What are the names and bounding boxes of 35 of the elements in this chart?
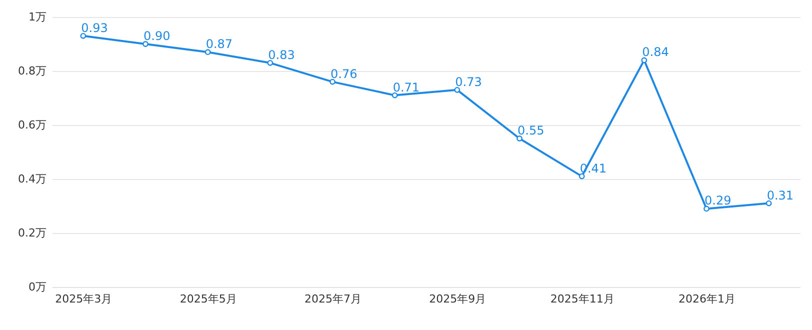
- y-tick-label: 0.8万: [18, 64, 46, 78]
- data-label: 0.31: [766, 188, 794, 202]
- y-tick-label: 0.2万: [18, 226, 46, 240]
- point: [267, 60, 274, 66]
- y-tick-label: 0万: [28, 280, 46, 294]
- x-tick-label: 2026年1月: [678, 292, 736, 306]
- data-label: 0.73: [455, 74, 482, 89]
- point: [330, 78, 336, 85]
- data-label: 0.71: [392, 80, 420, 94]
- data-label: 0.29: [704, 194, 732, 208]
- point: [80, 32, 86, 39]
- x-tick-label: 2025年3月: [55, 292, 112, 306]
- point: [454, 86, 460, 93]
- point: [142, 41, 148, 47]
- point: [392, 92, 398, 98]
- point: [704, 206, 710, 212]
- data-label: 0.76: [330, 66, 358, 81]
- x-tick-label: 2025年5月: [180, 292, 237, 306]
- data-label: 0.83: [268, 48, 295, 62]
- data-label: 0.87: [206, 37, 233, 52]
- data-label: 0.93: [81, 20, 108, 35]
- x-tick-label: 2025年11月: [550, 292, 614, 306]
- point: [204, 49, 211, 56]
- y-tick-label: 1万: [28, 10, 46, 24]
- x-tick-label: 2025年9月: [429, 292, 486, 306]
- data-label: 0.84: [642, 45, 669, 60]
- point: [578, 173, 585, 180]
- y-tick-label: 0.4万: [18, 172, 46, 186]
- data-label: 0.55: [518, 124, 544, 138]
- point: [641, 57, 648, 64]
- point: [516, 136, 522, 142]
- y-tick-label: 0.6万: [18, 118, 46, 132]
- point: [766, 200, 772, 206]
- data-label: 0.90: [144, 29, 170, 43]
- x-tick-label: 2025年7月: [304, 292, 362, 306]
